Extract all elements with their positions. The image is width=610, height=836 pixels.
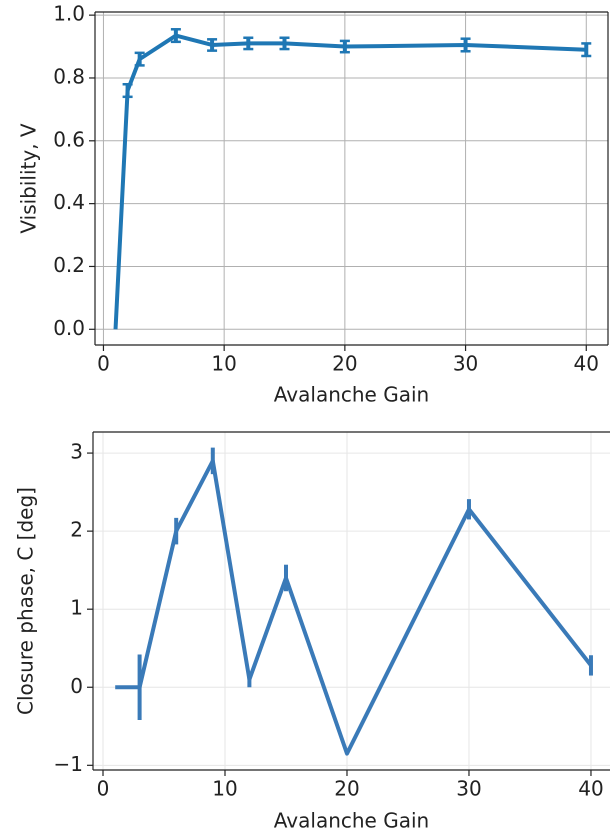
x-tick-label: 10 — [211, 352, 236, 376]
error-bar — [170, 28, 181, 44]
error-bar — [460, 37, 471, 53]
error-bar — [279, 36, 290, 51]
x-axis-label: Avalanche Gain — [274, 383, 429, 407]
y-tick-label: 0 — [70, 674, 83, 698]
data-line — [115, 458, 593, 756]
x-tick-label: 0 — [97, 352, 110, 376]
error-bar — [581, 42, 592, 58]
y-tick-label: 2 — [70, 518, 83, 542]
x-tick-label: 10 — [212, 777, 237, 801]
error-bar — [243, 36, 254, 51]
y-axis-label: Visibility, V — [17, 123, 41, 234]
error-bar — [134, 51, 145, 67]
y-tick-label: 3 — [70, 440, 83, 464]
x-tick-label: 20 — [332, 352, 357, 376]
x-tick-label: 20 — [334, 777, 359, 801]
y-tick-label: 0.6 — [53, 127, 85, 151]
y-tick-label: 0.8 — [53, 64, 85, 88]
x-axis-label: Avalanche Gain — [274, 809, 429, 833]
error-bar — [122, 83, 133, 99]
y-tick-label: 0.4 — [53, 190, 85, 214]
y-tick-label: 0.2 — [53, 253, 85, 277]
y-axis-label: Closure phase, C [deg] — [14, 487, 38, 715]
y-tick-label: −1 — [54, 752, 83, 776]
error-bar — [339, 39, 350, 54]
error-bar — [207, 38, 218, 52]
x-tick-label: 30 — [456, 777, 481, 801]
x-tick-label: 40 — [574, 352, 599, 376]
y-tick-label: 1 — [70, 596, 83, 620]
y-tick-label: 0.0 — [53, 316, 85, 340]
y-tick-label: 1.0 — [53, 2, 85, 26]
x-tick-label: 40 — [578, 777, 603, 801]
data-line — [113, 33, 587, 330]
x-tick-label: 0 — [97, 777, 110, 801]
x-tick-label: 30 — [453, 352, 478, 376]
